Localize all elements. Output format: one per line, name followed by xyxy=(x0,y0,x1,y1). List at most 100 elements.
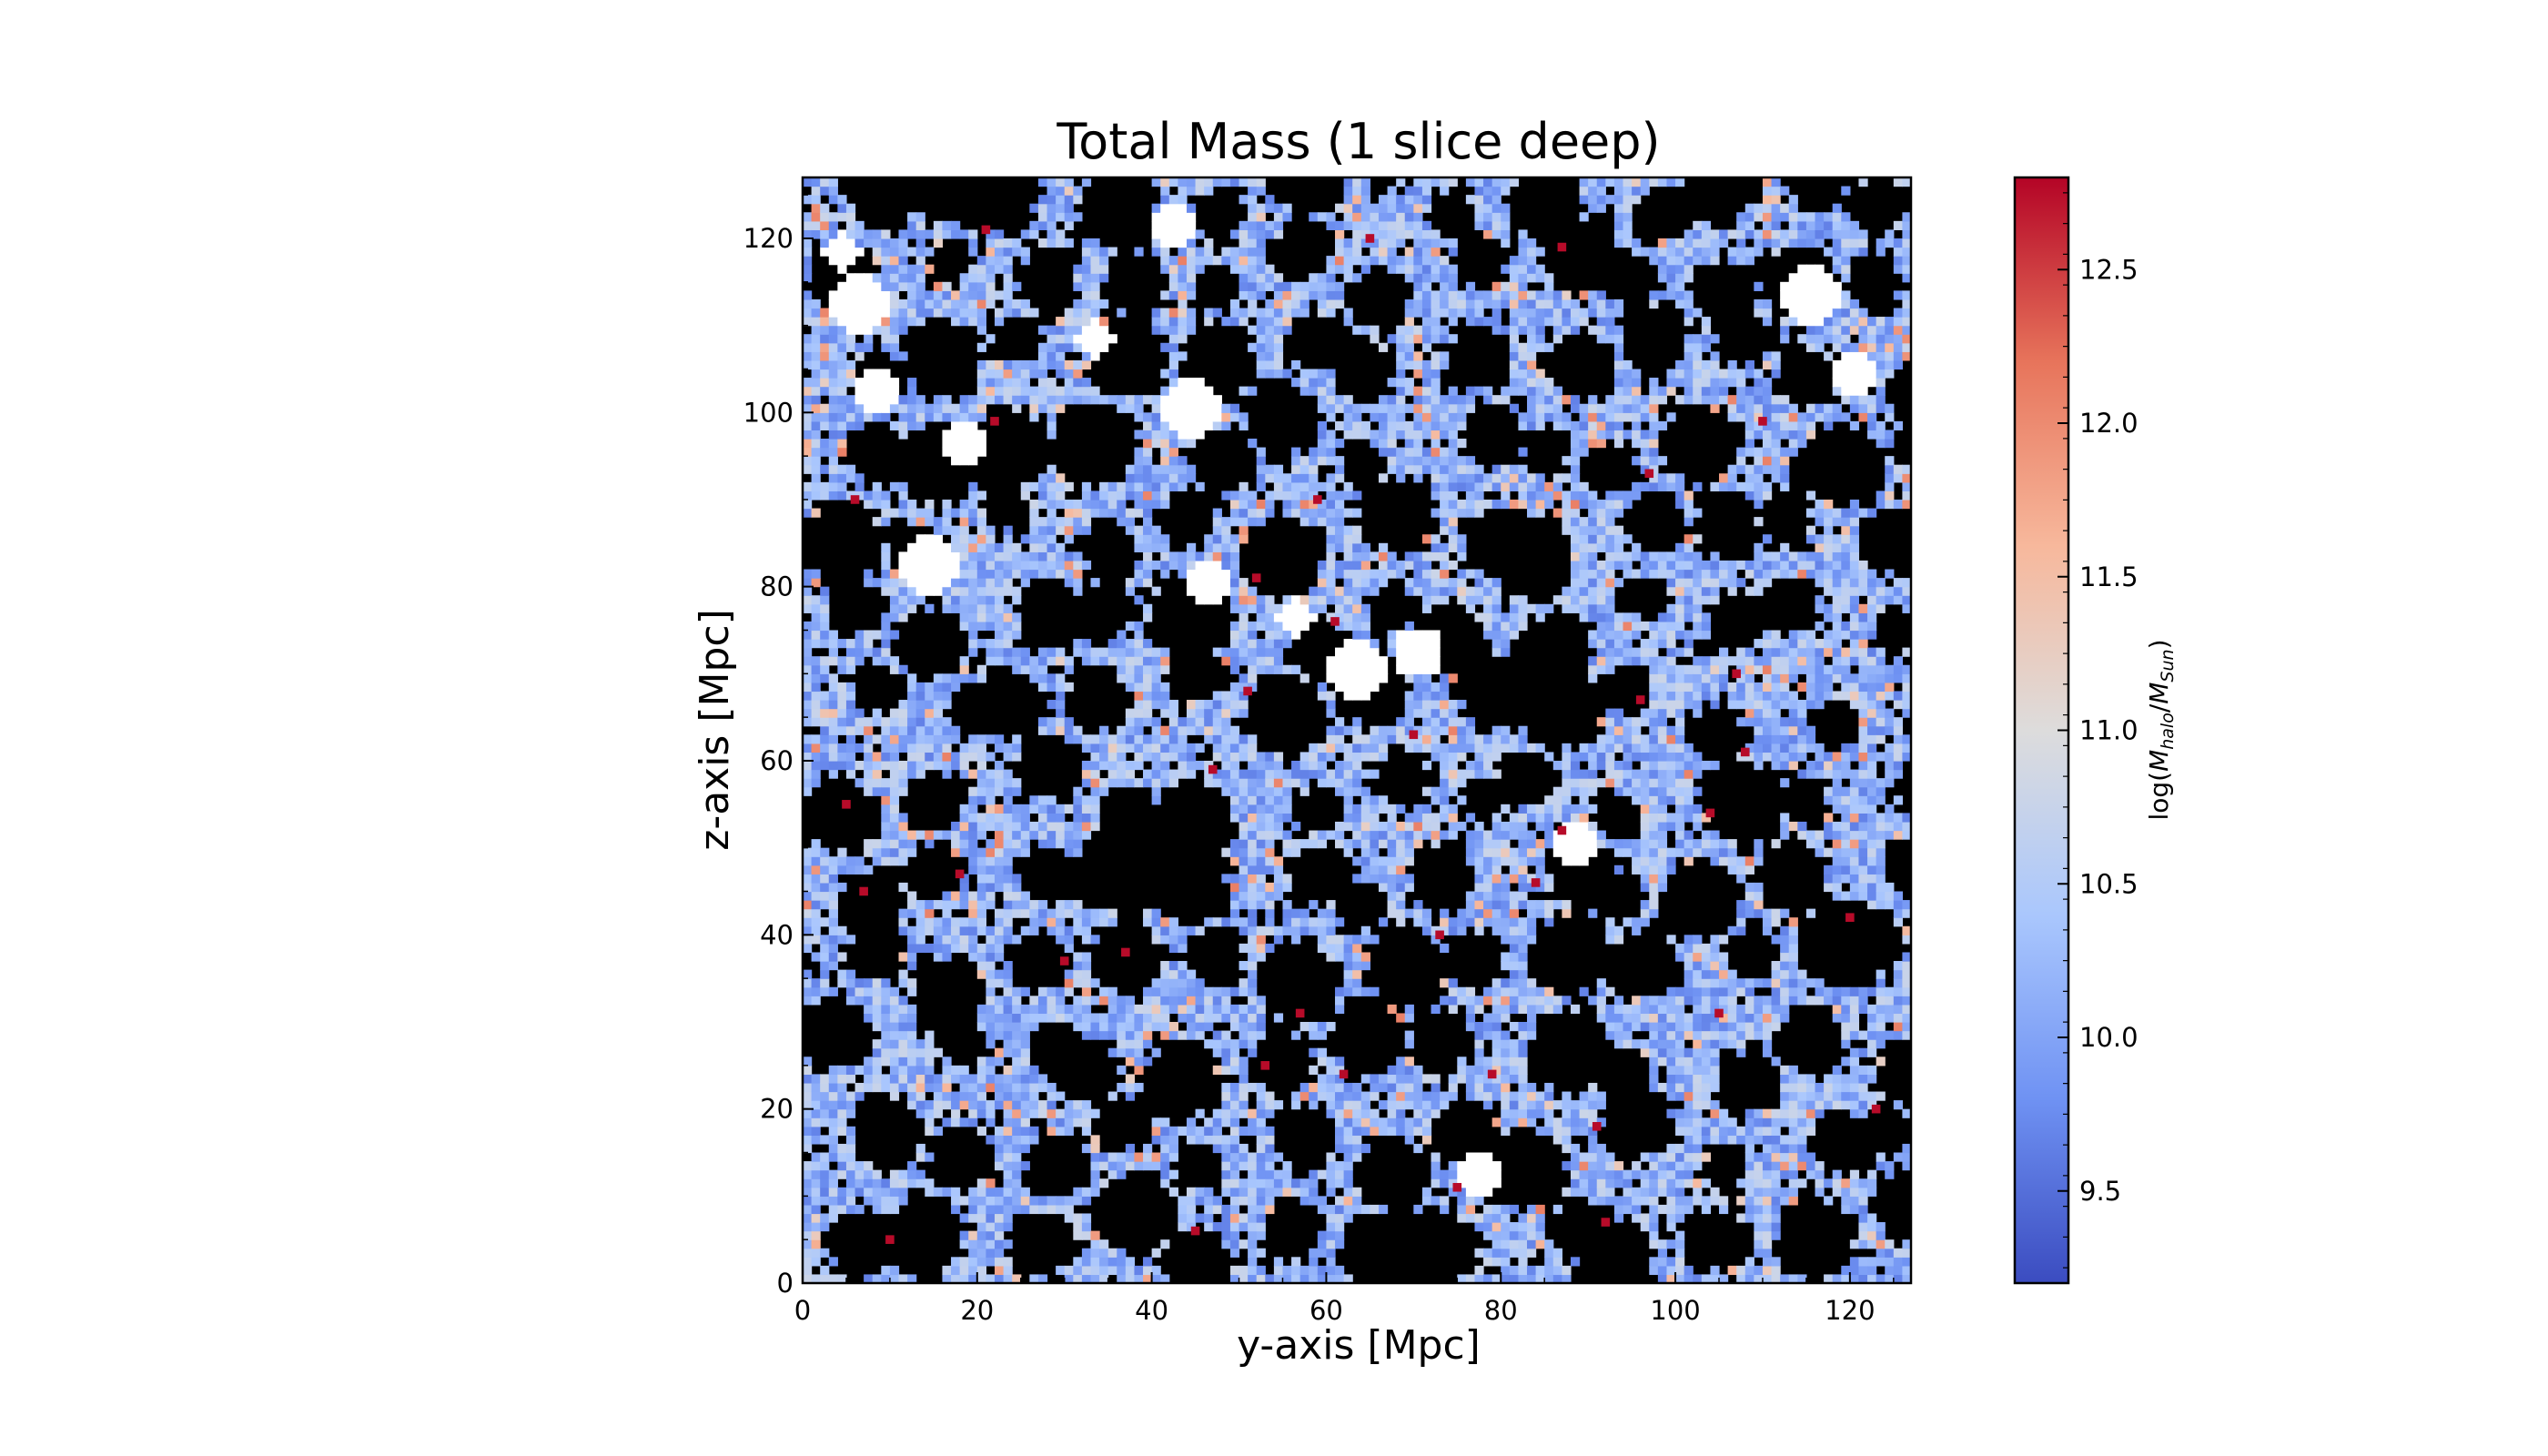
heatmap-cell xyxy=(907,299,916,308)
heatmap-cell xyxy=(1300,622,1309,631)
heatmap-cell xyxy=(934,551,943,561)
heatmap-cell xyxy=(1474,996,1483,1005)
heatmap-cell xyxy=(1178,551,1187,561)
heatmap-cell xyxy=(1492,578,1502,587)
heatmap-cell xyxy=(1431,1092,1441,1101)
heatmap-cell xyxy=(1021,387,1030,396)
heatmap-cell xyxy=(1004,831,1013,840)
heatmap-cell xyxy=(1239,1196,1249,1205)
heatmap-cell xyxy=(1221,543,1230,552)
heatmap-cell xyxy=(1352,987,1361,996)
heatmap-cell xyxy=(812,734,821,743)
heatmap-cell xyxy=(1318,1031,1327,1040)
heatmap-cell xyxy=(960,229,969,238)
heatmap-cell xyxy=(1361,578,1370,587)
heatmap-cell xyxy=(829,195,838,204)
heatmap-cell xyxy=(1422,726,1431,735)
heatmap-cell xyxy=(1379,856,1388,865)
heatmap-cell xyxy=(873,308,882,318)
heatmap-cell xyxy=(951,673,960,682)
heatmap-cell xyxy=(1449,387,1458,396)
heatmap-cell xyxy=(864,1013,873,1022)
heatmap-cell xyxy=(1029,1196,1038,1205)
heatmap-cell xyxy=(1230,891,1239,900)
heatmap-cell xyxy=(934,308,943,318)
heatmap-cell xyxy=(829,709,838,718)
heatmap-cell xyxy=(907,1048,916,1057)
heatmap-cell xyxy=(995,238,1004,248)
heatmap-cell xyxy=(1282,490,1291,500)
heatmap-cell xyxy=(812,987,821,996)
heatmap-cell xyxy=(1501,743,1510,753)
heatmap-cell xyxy=(1326,526,1335,535)
heatmap-cell xyxy=(1143,1022,1152,1031)
heatmap-cell xyxy=(995,734,1004,743)
heatmap-cell xyxy=(1021,1144,1030,1153)
heatmap-cell xyxy=(899,1031,908,1040)
heatmap-cell xyxy=(1143,1257,1152,1266)
heatmap-cell xyxy=(899,831,908,840)
heatmap-cell xyxy=(1274,369,1283,378)
heatmap-cell xyxy=(1361,770,1370,779)
heatmap-cell xyxy=(1108,734,1117,743)
heatmap-cell xyxy=(1029,551,1038,561)
heatmap-cell xyxy=(1510,1048,1519,1057)
heatmap-cell xyxy=(1396,1057,1405,1066)
heatmap-cell xyxy=(1230,500,1239,509)
heatmap-cell xyxy=(907,1100,916,1109)
heatmap-cell xyxy=(812,465,821,474)
heatmap-cell xyxy=(1056,187,1065,196)
heatmap-cell xyxy=(829,212,838,221)
heatmap-cell xyxy=(1117,509,1126,518)
heatmap-cell xyxy=(812,595,821,604)
heatmap-cell xyxy=(1431,412,1441,421)
heatmap-cell xyxy=(1117,1066,1126,1075)
heatmap-cell xyxy=(1431,578,1441,587)
heatmap-cell xyxy=(1466,404,1475,413)
heatmap-cell xyxy=(1335,490,1344,500)
heatmap-cell xyxy=(1396,883,1405,892)
heatmap-cell xyxy=(1152,439,1161,448)
heatmap-cell xyxy=(951,595,960,604)
heatmap-cell xyxy=(873,299,882,308)
heatmap-cell xyxy=(803,787,812,796)
heatmap-cell xyxy=(1388,1005,1397,1014)
heatmap-cell xyxy=(1440,978,1449,987)
heatmap-cell xyxy=(1396,917,1405,926)
heatmap-cell xyxy=(1257,509,1266,518)
heatmap-cell xyxy=(1056,917,1065,926)
heatmap-cell xyxy=(1379,1127,1388,1136)
heatmap-cell xyxy=(942,761,951,770)
heatmap-cell xyxy=(960,1196,969,1205)
heatmap-cell xyxy=(1352,551,1361,561)
heatmap-cell xyxy=(1501,883,1510,892)
heatmap-cell xyxy=(1073,195,1082,204)
heatmap-cell xyxy=(1021,1092,1030,1101)
heatmap-cell xyxy=(1431,326,1441,335)
heatmap-cell xyxy=(1257,926,1266,935)
heatmap-cell xyxy=(916,534,925,543)
heatmap-cell xyxy=(1335,587,1344,596)
heatmap-cell xyxy=(1422,256,1431,265)
heatmap-cell xyxy=(1300,290,1309,299)
heatmap-cell xyxy=(1038,543,1047,552)
heatmap-cell xyxy=(1300,482,1309,491)
heatmap-cell xyxy=(968,534,977,543)
heatmap-cell xyxy=(951,682,960,692)
heatmap-cell xyxy=(1152,229,1161,238)
heatmap-cell xyxy=(1221,1188,1230,1197)
heatmap-cell xyxy=(951,448,960,457)
heatmap-cell xyxy=(1152,1266,1161,1275)
heatmap-cell xyxy=(1099,273,1108,282)
heatmap-cell xyxy=(1021,369,1030,378)
heatmap-cell xyxy=(812,778,821,787)
heatmap-cell xyxy=(1169,387,1178,396)
heatmap-cell xyxy=(1274,813,1283,822)
heatmap-cell xyxy=(1440,543,1449,552)
heatmap-cell xyxy=(942,517,951,526)
heatmap-cell xyxy=(1082,743,1091,753)
heatmap-cell xyxy=(1440,587,1449,596)
heatmap-cell xyxy=(1274,656,1283,665)
heatmap-cell xyxy=(986,578,995,587)
heatmap-cell xyxy=(881,1057,890,1066)
